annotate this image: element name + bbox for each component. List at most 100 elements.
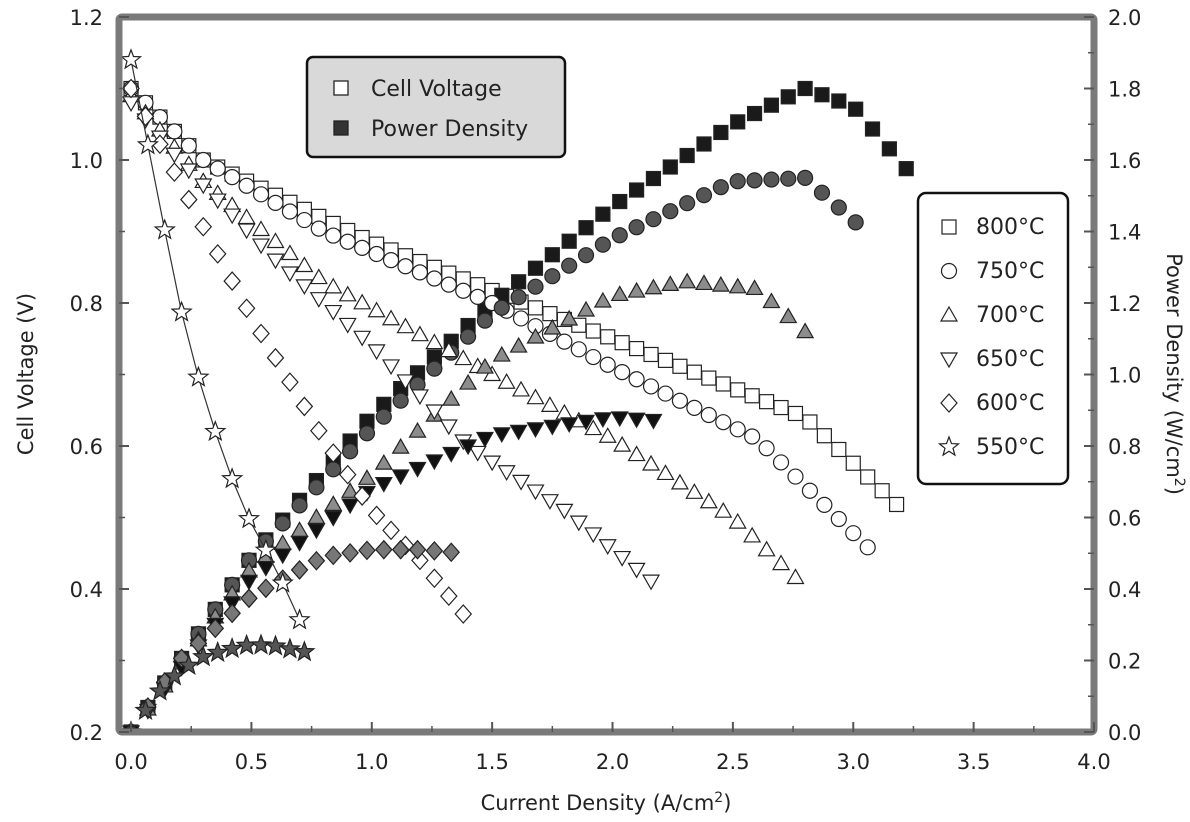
voltage-point	[425, 333, 444, 350]
power-point	[544, 268, 561, 285]
voltage-point	[555, 403, 574, 420]
voltage-point	[252, 220, 271, 237]
x-axis-label: Current Density (A/cm2)	[481, 790, 732, 815]
voltage-point	[627, 445, 646, 462]
voltage-point	[252, 323, 270, 344]
legend-diamond-icon	[940, 393, 958, 413]
voltage-point	[598, 539, 617, 555]
power-point	[713, 124, 729, 141]
voltage-point	[584, 419, 603, 436]
voltage-point	[816, 428, 832, 444]
voltage-point	[598, 427, 617, 443]
power-point	[594, 236, 611, 253]
legend-open-square-icon	[333, 80, 349, 96]
power-point	[763, 171, 780, 188]
voltage-point	[758, 440, 775, 457]
voltage-point	[296, 211, 313, 229]
voltage-point	[643, 346, 659, 363]
voltage-point	[600, 329, 616, 345]
power-point	[264, 634, 287, 656]
power-point	[797, 169, 814, 186]
voltage-point	[845, 525, 862, 542]
power-point	[341, 542, 359, 563]
voltage-point	[483, 455, 502, 472]
y-axis-left-label: Cell Voltage (V)	[14, 293, 38, 455]
voltage-point	[310, 420, 328, 441]
power-point	[192, 645, 215, 667]
power-point	[628, 182, 645, 198]
legend-triangle-up-icon	[939, 305, 959, 322]
power-point	[511, 274, 527, 290]
voltage-point	[224, 169, 241, 186]
power-point	[273, 548, 292, 565]
power-point	[308, 479, 325, 496]
power-point	[307, 523, 326, 540]
voltage-point	[801, 482, 819, 499]
y-left-tick-label: 0.8	[70, 292, 103, 316]
power-point	[746, 172, 763, 189]
voltage-point	[757, 540, 776, 557]
y-axis-right-label: Power Density (W/cm2)	[1162, 253, 1187, 495]
voltage-point	[715, 414, 732, 431]
voltage-point	[773, 399, 789, 416]
voltage-point	[325, 227, 342, 244]
voltage-point	[237, 298, 256, 319]
power-point	[593, 291, 612, 308]
voltage-point	[237, 507, 261, 529]
voltage-point	[354, 239, 371, 256]
voltage-point	[744, 388, 760, 404]
power-point	[357, 469, 376, 485]
power-point	[293, 640, 316, 662]
voltage-point	[295, 279, 314, 296]
voltage-point	[266, 253, 285, 270]
y-right-tick-label: 1.6	[1108, 149, 1141, 173]
voltage-point	[223, 208, 242, 225]
voltage-point	[382, 309, 401, 326]
y-right-tick-label: 0.4	[1108, 578, 1141, 602]
power-point	[611, 227, 628, 244]
voltage-point	[266, 232, 285, 249]
y-right-tick-label: 1.4	[1108, 221, 1141, 245]
power-point	[712, 179, 729, 196]
y-left-tick-label: 0.4	[70, 578, 103, 602]
voltage-point	[410, 389, 429, 406]
power-point	[341, 498, 360, 515]
legend-curve-type: Cell Voltage Power Density	[305, 55, 567, 159]
voltage-point	[425, 568, 444, 589]
voltage-point	[729, 421, 746, 438]
voltage-point	[309, 268, 328, 285]
voltage-point	[208, 193, 227, 210]
voltage-point	[194, 178, 213, 195]
voltage-point	[585, 323, 601, 339]
power-point	[256, 560, 275, 577]
y-left-tick-label: 0.6	[70, 435, 103, 459]
voltage-point	[772, 554, 791, 571]
power-point	[610, 285, 629, 302]
power-point	[661, 275, 680, 292]
voltage-point	[338, 464, 357, 485]
voltage-point	[187, 365, 210, 387]
voltage-point	[497, 465, 516, 481]
voltage-point	[252, 238, 271, 255]
voltage-point	[802, 414, 818, 430]
voltage-point	[613, 550, 632, 567]
power-point	[220, 636, 244, 659]
power-point	[391, 437, 410, 454]
power-point	[628, 219, 645, 236]
x-tick-label: 3.5	[957, 750, 990, 774]
voltage-point	[367, 344, 386, 361]
series-600c	[122, 78, 473, 732]
power-point	[577, 247, 595, 264]
power-point	[864, 121, 881, 137]
voltage-point	[179, 163, 198, 180]
power-point	[235, 633, 258, 655]
power-point	[561, 257, 578, 274]
series-layer	[119, 48, 914, 732]
voltage-point	[728, 512, 747, 529]
voltage-point	[367, 505, 386, 526]
power-point	[763, 97, 780, 113]
voltage-point	[657, 385, 674, 402]
legend-filled-square-icon	[333, 120, 349, 136]
voltage-point	[628, 371, 645, 388]
x-tick-label: 3.0	[837, 750, 870, 774]
